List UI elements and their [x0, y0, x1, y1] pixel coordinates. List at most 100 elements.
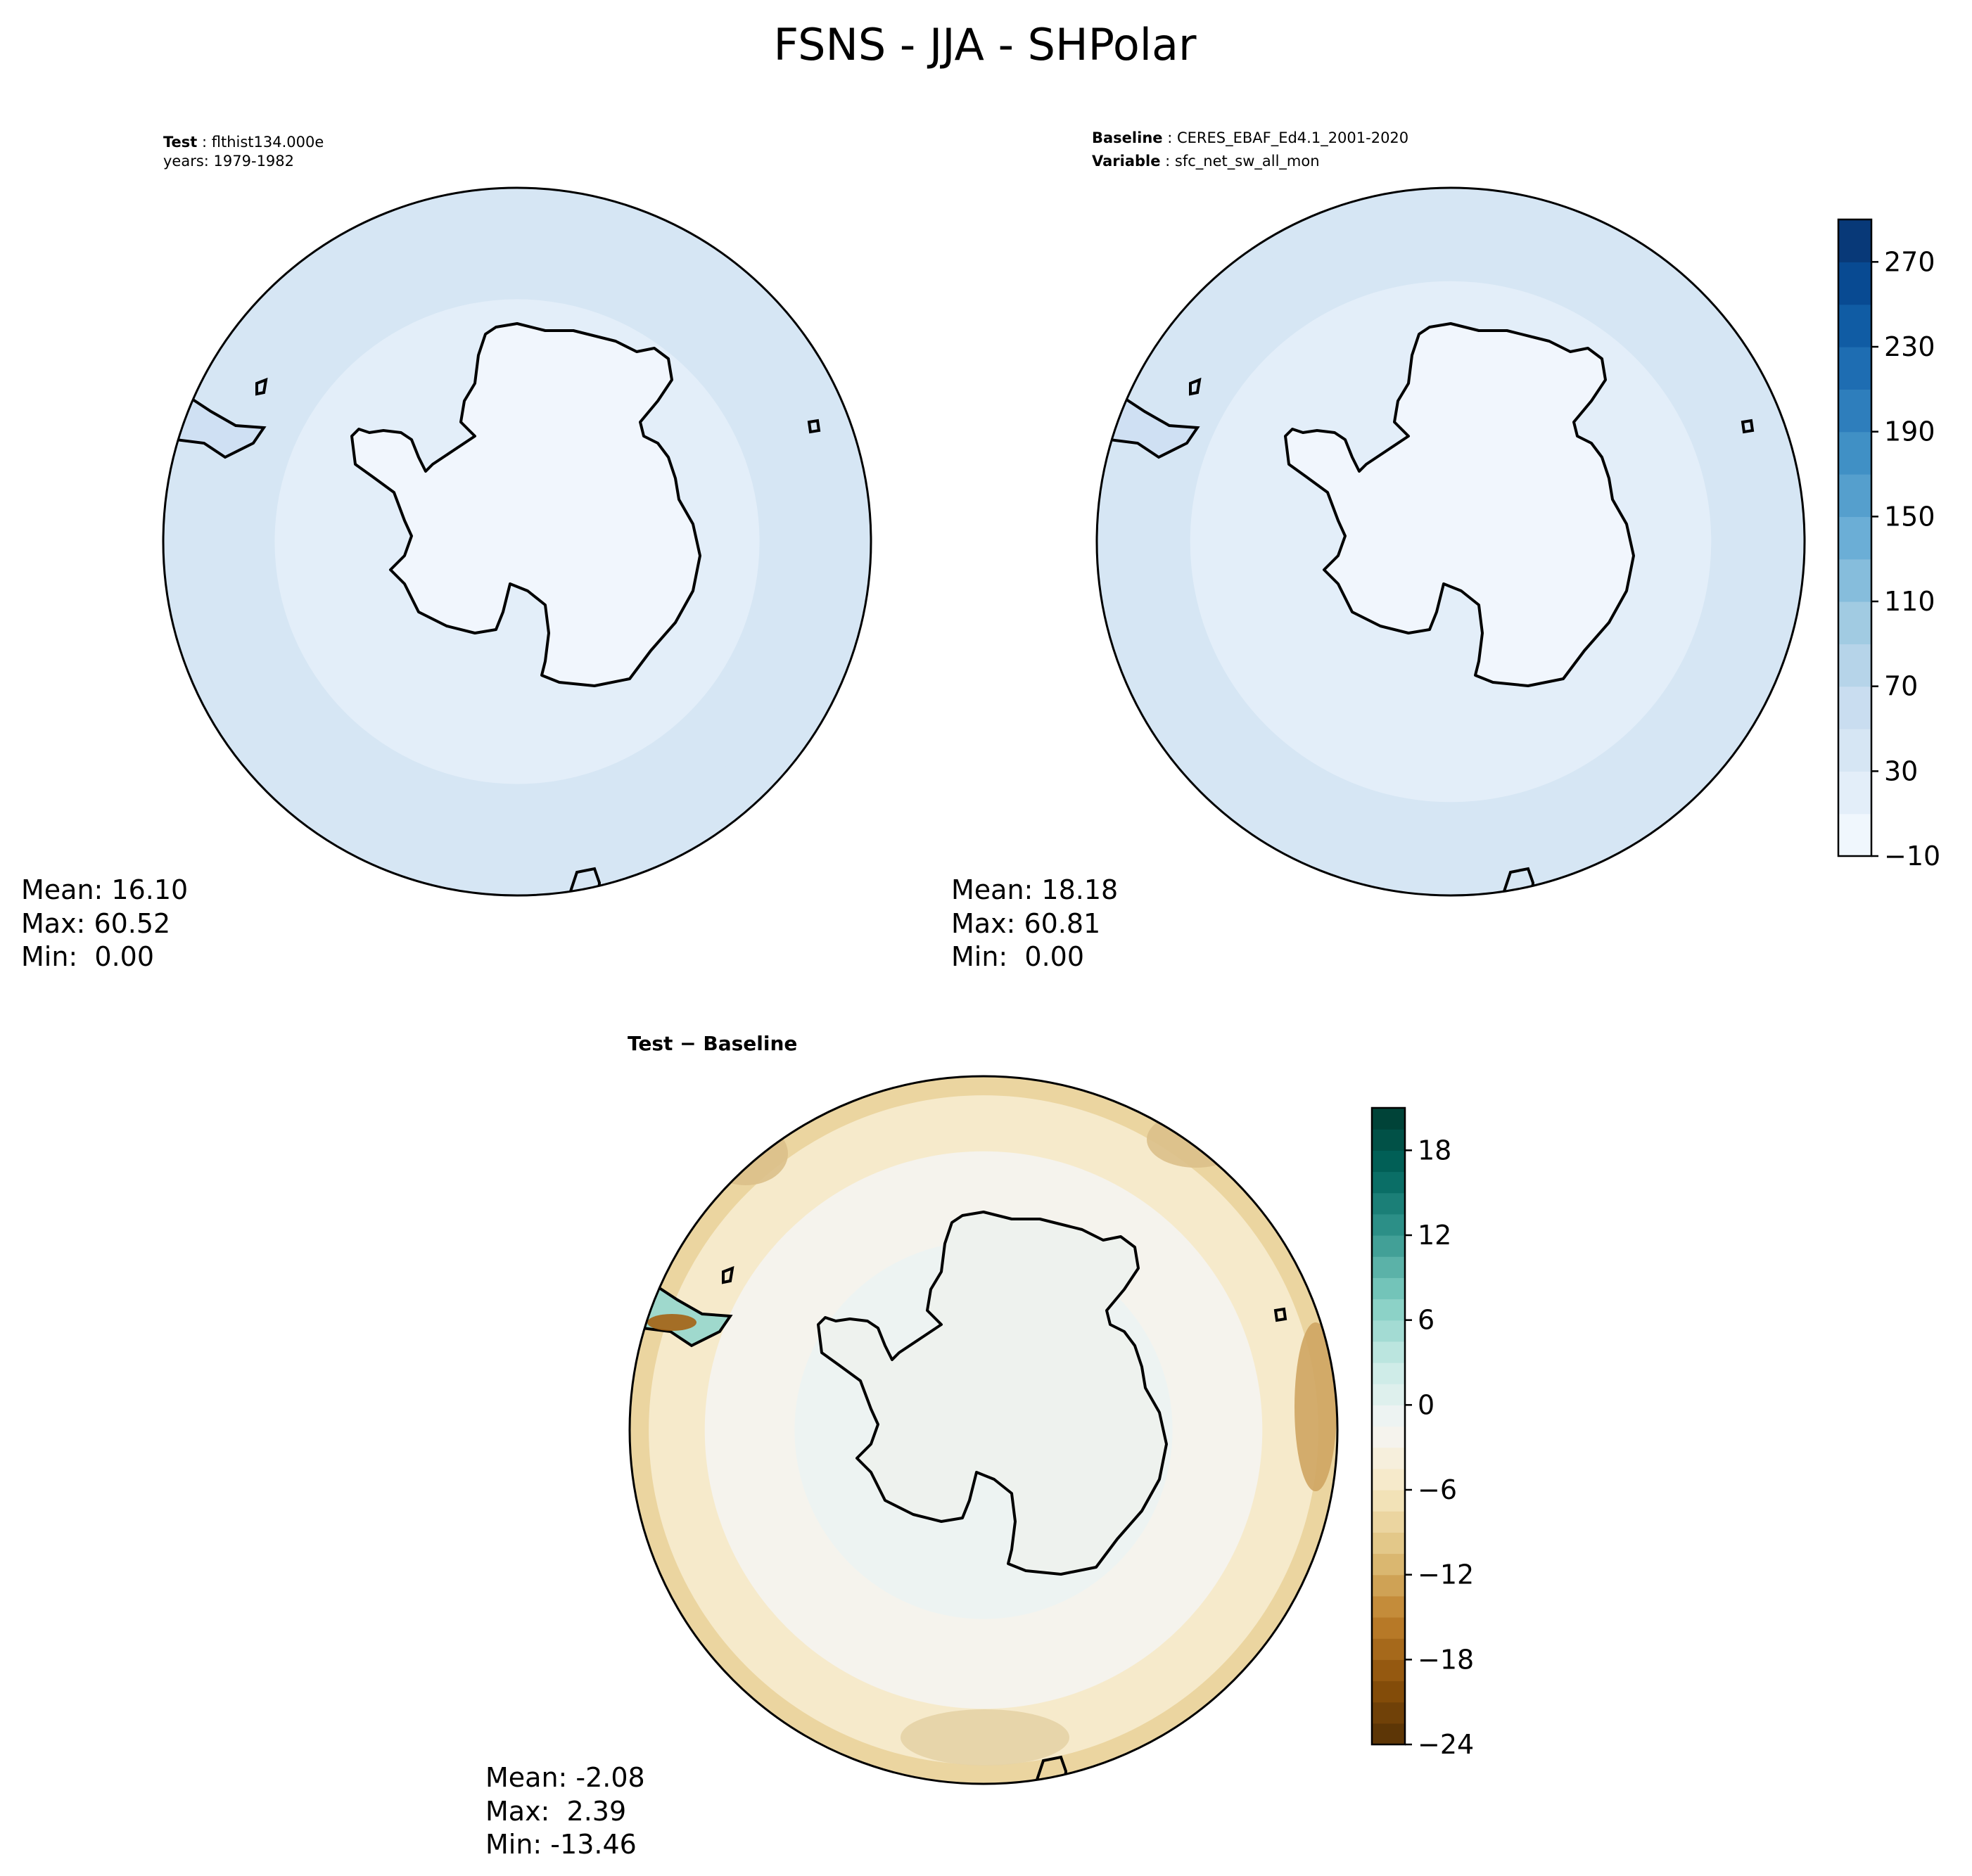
colorbar-test-baseline-segment — [1838, 813, 1871, 857]
colorbar-test-baseline-tick-label: 70 — [1884, 671, 1918, 702]
colorbar-diff-tick-label: −24 — [1418, 1729, 1474, 1760]
panel-baseline-mean: Mean: 18.18 — [951, 874, 1118, 905]
panel-diff-min: Min: -13.46 — [485, 1829, 637, 1860]
map-diff-boundary — [628, 1075, 1339, 1785]
map-diff-kerguelen — [1273, 1307, 1287, 1322]
colorbar-test-baseline-segment — [1838, 304, 1871, 347]
colorbar-test-baseline-segment — [1838, 644, 1871, 687]
colorbar-diff-segment — [1372, 1595, 1405, 1618]
colorbar-diff-segment — [1372, 1680, 1405, 1703]
map-diff-falklands — [722, 1265, 734, 1284]
panel-baseline-max: Max: 60.81 — [951, 908, 1100, 939]
map-test-falklands — [255, 377, 268, 396]
colorbar-diff-segment — [1372, 1320, 1405, 1342]
colorbar-test-baseline-segment — [1838, 389, 1871, 433]
colorbar-test-baseline-segment — [1838, 516, 1871, 560]
panel-diff-max: Max: 2.39 — [485, 1796, 626, 1827]
colorbar-test-baseline-tick-label: 230 — [1884, 331, 1935, 362]
panel-test-header-line-2: years: 1979-1982 — [163, 153, 294, 170]
colorbar-test-baseline-segment — [1838, 262, 1871, 305]
colorbar-test-baseline-segment — [1838, 347, 1871, 390]
panel-baseline-header-sep: : — [1163, 129, 1177, 146]
colorbar-test-baseline-frame — [1837, 218, 1873, 857]
colorbar-diff-segment — [1372, 1341, 1405, 1363]
colorbar-diff-tick-label: 18 — [1418, 1135, 1451, 1166]
colorbar-diff-segment — [1372, 1384, 1405, 1405]
panel-baseline-min: Min: 0.00 — [951, 941, 1084, 972]
colorbar-test-baseline-segment — [1838, 771, 1871, 815]
colorbar-diff-tick-label: −12 — [1418, 1559, 1474, 1590]
colorbar-diff-frame — [1370, 1106, 1406, 1746]
colorbar-diff-segment — [1372, 1256, 1405, 1278]
map-baseline-boundary — [1095, 186, 1806, 897]
colorbar-diff-segment — [1372, 1532, 1405, 1555]
colorbar-diff-segment — [1372, 1426, 1405, 1448]
colorbar-diff-segment — [1372, 1405, 1405, 1427]
map-test-boundary — [162, 186, 872, 897]
map-test-australia-edge — [568, 867, 602, 895]
colorbar-test-baseline-segment — [1838, 729, 1871, 772]
colorbar-test-baseline-tick-label: −10 — [1884, 841, 1940, 872]
colorbar-diff-segment — [1372, 1490, 1405, 1512]
colorbar-diff: −24 −18 −12 −6 0 6 12 18 — [1370, 1106, 1474, 1760]
colorbar-diff-segment — [1372, 1150, 1405, 1173]
colorbar-test-baseline-tick-label: 30 — [1884, 755, 1918, 786]
panel-test-case-name: flthist134.000e — [212, 134, 324, 151]
panel-baseline-header-line-1: Baseline : CERES_EBAF_Ed4.1_2001-2020 — [1092, 129, 1408, 147]
colorbar-diff-segment — [1372, 1171, 1405, 1194]
panel-test-years: years: 1979-1982 — [163, 153, 294, 170]
colorbar-test-baseline-tick-label: 190 — [1884, 416, 1935, 447]
colorbar-diff-segment — [1372, 1638, 1405, 1660]
colorbar-diff-segment — [1372, 1277, 1405, 1300]
map-test — [162, 186, 872, 897]
panel-baseline-variable-label: Variable — [1092, 153, 1160, 170]
colorbar-test-baseline-segment — [1838, 431, 1871, 475]
colorbar-diff-segment — [1372, 1511, 1405, 1533]
panel-test-header-line-1: Test : flthist134.000e — [163, 134, 324, 151]
colorbar-diff-segment — [1372, 1723, 1405, 1745]
map-baseline-australia-edge — [1501, 867, 1535, 895]
colorbar-test-baseline-segment — [1838, 601, 1871, 644]
map-baseline-kerguelen — [1741, 419, 1755, 434]
colorbar-diff-segment — [1372, 1617, 1405, 1639]
figure-title: FSNS - JJA - SHPolar — [774, 19, 1197, 70]
colorbar-diff-segment — [1372, 1298, 1405, 1321]
colorbar-test-baseline-tick-label: 110 — [1884, 586, 1935, 617]
panel-baseline-variable-sep: : — [1160, 153, 1174, 170]
colorbar-diff-tick-label: 0 — [1418, 1389, 1435, 1420]
colorbar-diff-segment — [1372, 1659, 1405, 1682]
colorbar-test-baseline-tick-label: 270 — [1884, 246, 1935, 277]
colorbar-diff-segment — [1372, 1192, 1405, 1215]
colorbar-test-baseline-segment — [1838, 219, 1871, 262]
colorbar-diff-tick-label: −18 — [1418, 1644, 1474, 1675]
panel-baseline-dataset: CERES_EBAF_Ed4.1_2001-2020 — [1177, 129, 1408, 147]
map-test-kerguelen — [807, 419, 821, 434]
panel-diff-header: Test − Baseline — [628, 1032, 797, 1055]
panel-baseline-variable: sfc_net_sw_all_mon — [1175, 153, 1320, 170]
colorbar-diff-segment — [1372, 1213, 1405, 1236]
panel-diff-mean: Mean: -2.08 — [485, 1762, 645, 1793]
map-diff-australia-edge — [1034, 1755, 1068, 1784]
colorbar-test-baseline-segment — [1838, 686, 1871, 729]
colorbar-diff-segment — [1372, 1447, 1405, 1469]
panel-test-mean: Mean: 16.10 — [21, 874, 188, 905]
map-baseline-falklands — [1189, 377, 1202, 396]
map-diff — [628, 1075, 1339, 1785]
map-baseline — [1095, 186, 1806, 897]
colorbar-diff-tick-label: 12 — [1418, 1220, 1451, 1251]
colorbar-test-baseline-segment — [1838, 559, 1871, 602]
colorbar-test-baseline: −10 30 70 110 150 190 230 270 — [1837, 218, 1940, 872]
colorbar-diff-tick-label: 6 — [1418, 1305, 1435, 1336]
panel-test-header-label: Test — [163, 134, 197, 151]
colorbar-diff-segment — [1372, 1574, 1405, 1597]
colorbar-diff-tick-label: −6 — [1418, 1474, 1457, 1505]
colorbar-diff-segment — [1372, 1702, 1405, 1724]
panel-test-min: Min: 0.00 — [21, 941, 154, 972]
colorbar-diff-segment — [1372, 1235, 1405, 1257]
panel-test-header-sep: : — [197, 134, 211, 151]
colorbar-diff-segment — [1372, 1129, 1405, 1151]
panel-baseline-header-line-2: Variable : sfc_net_sw_all_mon — [1092, 153, 1320, 170]
colorbar-test-baseline-segment — [1838, 474, 1871, 517]
colorbar-test-baseline-tick-label: 150 — [1884, 501, 1935, 532]
